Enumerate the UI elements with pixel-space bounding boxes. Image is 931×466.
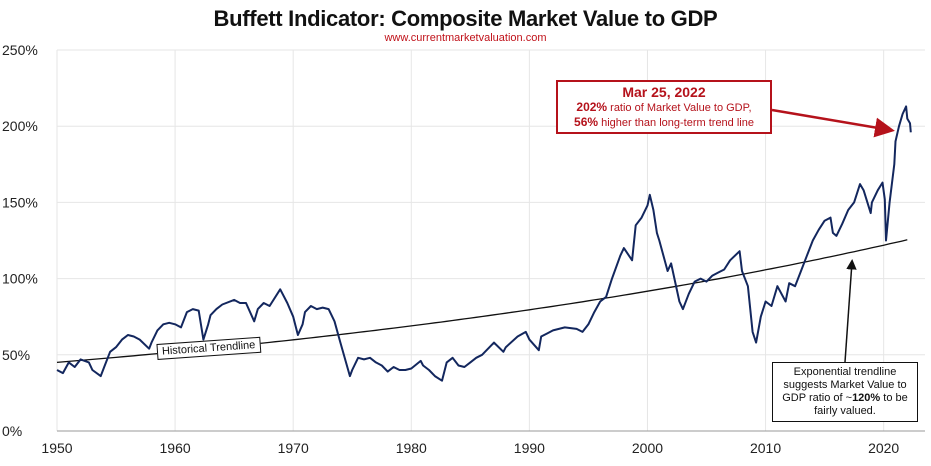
- fair-value-annotation: Exponential trendline suggests Market Va…: [772, 362, 918, 422]
- fair-line4: fairly valued.: [814, 405, 876, 417]
- annotation-date: Mar 25, 2022: [622, 84, 706, 100]
- annotation-ratio: 202%: [576, 100, 608, 114]
- x-tick-label: 1960: [160, 440, 191, 456]
- x-tick-label: 1980: [396, 440, 427, 456]
- fair-line3-post: to be: [880, 392, 908, 404]
- y-tick-label: 250%: [2, 42, 38, 58]
- y-tick-label: 200%: [2, 118, 38, 134]
- fair-value-arrow: [844, 259, 857, 363]
- x-tick-label: 2000: [632, 440, 663, 456]
- y-tick-label: 150%: [2, 194, 38, 210]
- x-tick-label: 1990: [514, 440, 545, 456]
- grid: [56, 49, 925, 432]
- series-line: [56, 105, 912, 382]
- fair-line1: Exponential trendline: [793, 366, 897, 378]
- y-tick-label: 50%: [2, 347, 30, 363]
- x-tick-label: 2010: [750, 440, 781, 456]
- y-axis: 0% 50% 100% 150% 200% 250%: [2, 42, 38, 439]
- x-tick-label: 2020: [868, 440, 899, 456]
- x-axis: 1950 1960 1970 1980 1990 2000 2010 2020: [41, 440, 899, 456]
- fair-line3-pre: GDP ratio of ~: [782, 392, 853, 404]
- fair-line3-bold: 120%: [852, 392, 881, 404]
- annotation-ratio-text: ratio of Market Value to GDP,: [610, 102, 752, 114]
- fair-line2: suggests Market Value to: [783, 379, 907, 391]
- annotation-above-trend-text: higher than long-term trend line: [601, 117, 754, 129]
- annotation-above-trend: 56%: [574, 115, 599, 129]
- current-value-annotation: Mar 25, 2022 202% ratio of Market Value …: [556, 80, 772, 134]
- chart-subtitle: www.currentmarketvaluation.com: [384, 32, 547, 44]
- current-arrow: [771, 108, 895, 138]
- y-tick-label: 0%: [2, 423, 22, 439]
- x-tick-label: 1950: [41, 440, 72, 456]
- chart-title: Buffett Indicator: Composite Market Valu…: [213, 6, 718, 31]
- y-tick-label: 100%: [2, 271, 38, 287]
- x-tick-label: 1970: [278, 440, 309, 456]
